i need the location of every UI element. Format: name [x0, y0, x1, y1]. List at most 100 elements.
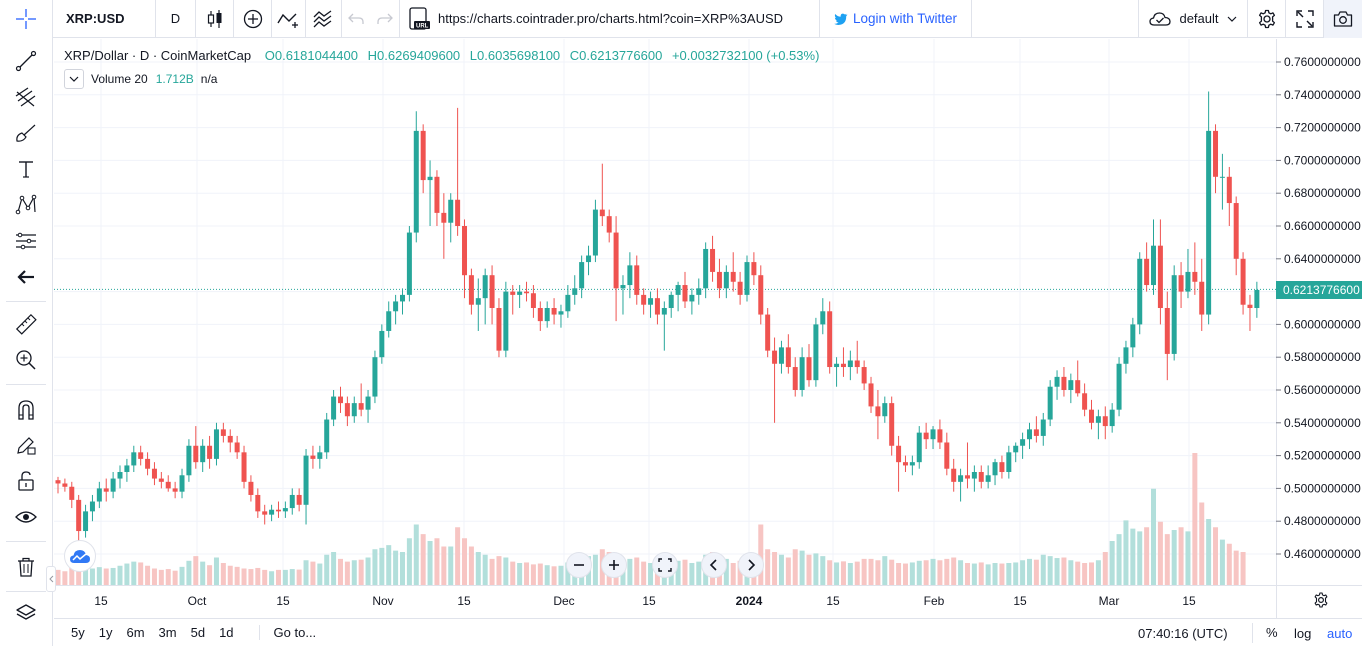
drawing-toolbar	[0, 0, 53, 646]
scroll-right-button[interactable]	[738, 552, 764, 578]
legend-collapse-button[interactable]	[64, 69, 84, 89]
volume-bar	[365, 557, 371, 585]
volume-bar	[427, 541, 433, 585]
interval-button[interactable]: D	[156, 0, 196, 38]
candle	[1199, 258, 1205, 331]
candle	[124, 458, 130, 482]
candle-body	[462, 226, 468, 276]
range-5d[interactable]: 5d	[190, 625, 206, 640]
layers-icon	[16, 604, 36, 620]
reset-chart-button[interactable]	[652, 552, 678, 578]
fullscreen-button[interactable]	[1286, 0, 1324, 38]
zoom-tool[interactable]	[0, 342, 52, 378]
indicators-button[interactable]	[272, 0, 306, 38]
candle-body	[1240, 258, 1246, 305]
time-axis[interactable]: 15 Oct 15 Nov 15 Dec 15 2024 15 Feb 15 Mar 15	[94, 594, 1196, 608]
candle	[324, 412, 330, 459]
zoom-in-button[interactable]	[601, 552, 627, 578]
percent-toggle[interactable]: %	[1266, 625, 1278, 640]
volume-bar	[400, 552, 405, 585]
magnet-tool[interactable]	[0, 392, 52, 428]
candle-body	[1130, 324, 1136, 348]
login-twitter-button[interactable]: Login with Twitter	[820, 0, 972, 38]
url-field[interactable]: URL https://charts.cointrader.pro/charts…	[400, 0, 820, 38]
candle	[971, 465, 977, 492]
lock-tool[interactable]	[0, 463, 52, 499]
fib-tool[interactable]	[0, 79, 52, 115]
volume-bar	[902, 563, 908, 585]
candle-body	[1213, 130, 1219, 177]
brush-tool[interactable]	[0, 115, 52, 151]
scroll-left-button[interactable]	[701, 552, 727, 578]
candle	[96, 481, 102, 509]
symbol-search-button[interactable]: XRP:USD	[54, 0, 156, 38]
candle-body	[310, 455, 316, 459]
back-tool[interactable]	[0, 259, 52, 295]
settings-button[interactable]	[1248, 0, 1286, 38]
gear-icon	[1258, 9, 1275, 28]
candle	[1089, 399, 1094, 430]
redo-button[interactable]	[370, 0, 400, 38]
crosshair-tool[interactable]	[0, 1, 52, 37]
price-axis[interactable]: 0.7600000000 0.7400000000 0.7200000000 0.70…	[1276, 55, 1361, 561]
layout-dropdown[interactable]: default	[1138, 0, 1248, 38]
price-chart[interactable]: 0.7600000000 0.7400000000 0.7200000000 0.70…	[54, 39, 1362, 618]
undo-button[interactable]	[342, 0, 370, 38]
range-3m[interactable]: 3m	[158, 625, 177, 640]
logo-button[interactable]	[64, 540, 96, 572]
object-tree-tool[interactable]	[0, 596, 52, 632]
candle	[213, 422, 219, 466]
candle-body	[861, 367, 867, 384]
zoom-out-button[interactable]	[566, 552, 592, 578]
visibility-tool[interactable]	[0, 499, 52, 535]
drawing-mode-tool[interactable]	[0, 427, 52, 463]
screenshot-button[interactable]	[1324, 0, 1362, 38]
range-1y[interactable]: 1y	[98, 625, 113, 640]
candle-body	[1164, 308, 1170, 354]
candle	[620, 275, 626, 315]
log-toggle[interactable]: log	[1294, 626, 1312, 641]
candle-body	[151, 468, 157, 479]
axis-settings-button[interactable]	[1308, 588, 1334, 612]
measure-tool[interactable]	[0, 306, 52, 342]
time-tick-label: Dec	[553, 594, 574, 608]
range-1d[interactable]: 1d	[219, 625, 234, 640]
candle	[1006, 445, 1012, 479]
candle	[551, 298, 557, 325]
volume-bar	[978, 562, 984, 585]
candle	[69, 481, 75, 509]
volume-bar	[124, 563, 130, 585]
prediction-tool[interactable]	[0, 223, 52, 259]
volume-bar	[1061, 557, 1067, 585]
candle-body	[723, 271, 729, 289]
candle	[138, 445, 144, 466]
goto-date-button[interactable]: Go to...	[258, 625, 316, 640]
volume-bar	[944, 558, 950, 585]
bottom-toolbar: 5y 1y 6m 3m 5d 1d Go to... 07:40:16 (UTC…	[54, 618, 1362, 646]
volume-bar	[627, 558, 633, 585]
range-6m[interactable]: 6m	[126, 625, 145, 640]
auto-toggle[interactable]: auto	[1327, 626, 1353, 641]
volume-bar	[69, 567, 75, 585]
time-tick-label: Mar	[1099, 594, 1120, 608]
candles-style-button[interactable]	[196, 0, 234, 38]
compare-button[interactable]	[234, 0, 272, 38]
volume-bar	[765, 549, 771, 585]
utc-clock[interactable]: 07:40:16 (UTC)	[1138, 626, 1228, 641]
remove-drawings-tool[interactable]	[0, 549, 52, 585]
candle	[103, 478, 109, 502]
toolbar-collapse-handle[interactable]	[46, 566, 56, 592]
candle	[827, 301, 833, 374]
volume-bar	[772, 552, 778, 585]
candle-body	[1171, 275, 1177, 354]
trend-line-tool[interactable]	[0, 43, 52, 79]
pattern-tool[interactable]	[0, 187, 52, 223]
candle-body	[145, 458, 151, 469]
templates-button[interactable]	[306, 0, 342, 38]
text-tool[interactable]	[0, 151, 52, 187]
volume-bar	[723, 558, 729, 585]
candle	[207, 435, 213, 469]
volume-bar	[269, 571, 275, 585]
range-5y[interactable]: 5y	[71, 625, 85, 640]
price-tick-label: 0.5800000000	[1284, 350, 1361, 364]
